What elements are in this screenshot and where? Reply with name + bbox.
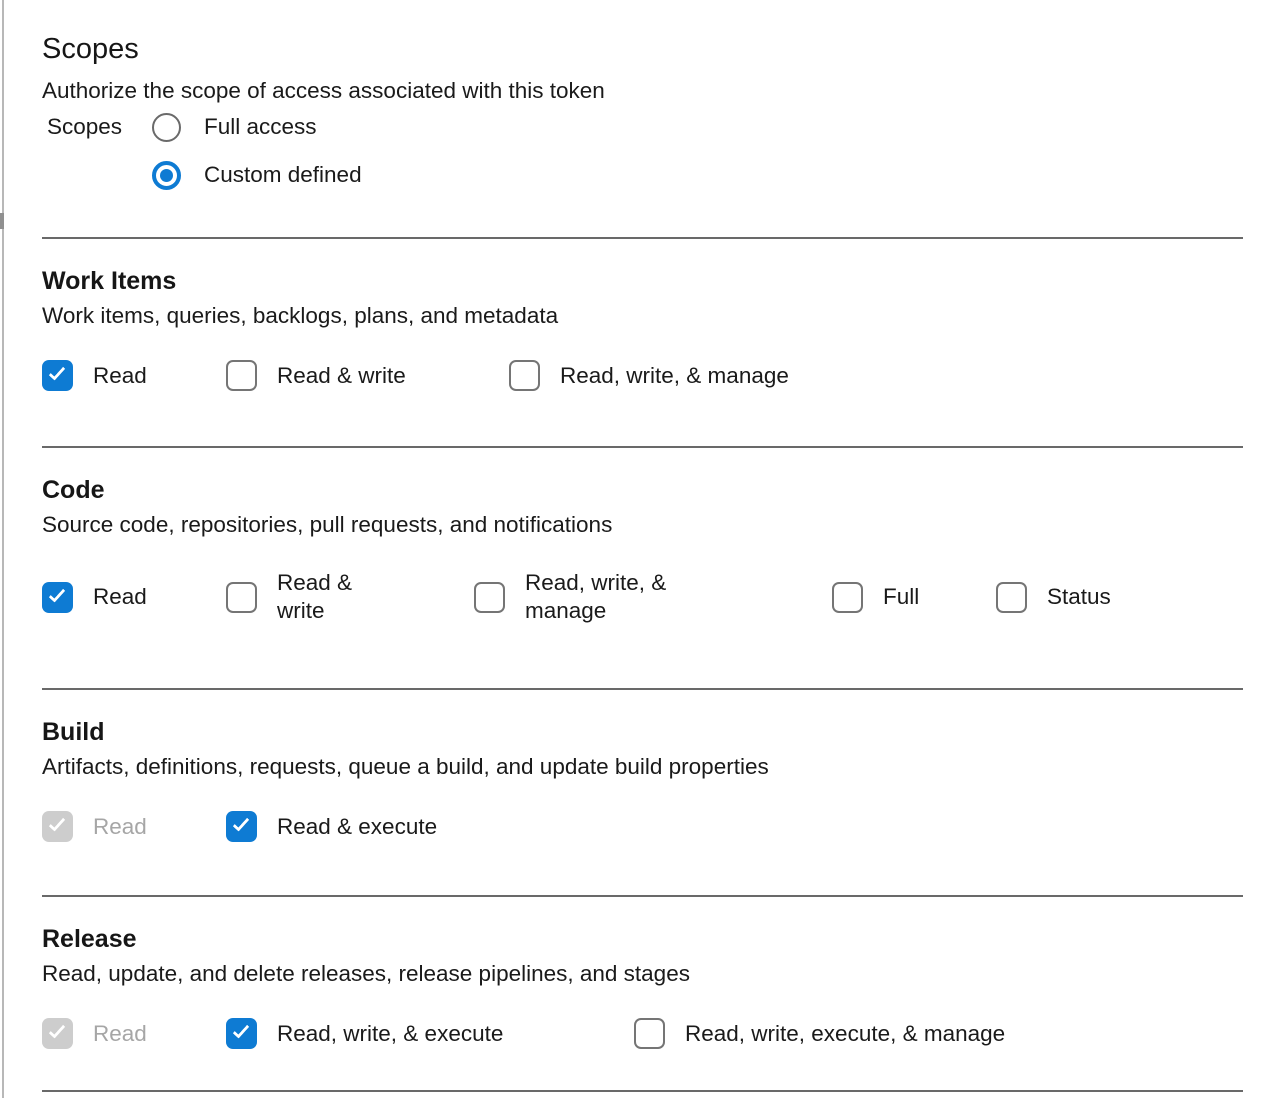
checkbox[interactable] xyxy=(509,360,540,391)
checkbox[interactable] xyxy=(42,360,73,391)
checkbox xyxy=(42,1018,73,1049)
checkbox[interactable] xyxy=(42,581,73,613)
radio-label: Full access xyxy=(204,114,317,139)
checkbox[interactable] xyxy=(226,1018,257,1049)
section-divider xyxy=(42,688,1243,690)
section-divider xyxy=(42,1090,1243,1092)
panel-left-notch xyxy=(0,213,4,229)
checkbox-option-read-write-manage[interactable]: Read, write, & manage xyxy=(509,360,789,391)
checkbox-label: Read & execute xyxy=(277,813,438,839)
options-row: Read Read, write, & execute Read, write,… xyxy=(42,1018,1282,1049)
page-subtitle: Authorize the scope of access associated… xyxy=(42,78,605,103)
checkbox-option-read[interactable]: Read xyxy=(42,360,226,391)
checkbox[interactable] xyxy=(226,581,257,613)
section-title: Code xyxy=(42,476,105,504)
checkbox[interactable] xyxy=(226,811,257,842)
panel-left-border xyxy=(2,0,4,1098)
checkbox-option-read-write[interactable]: Read & write xyxy=(226,569,474,625)
checkbox-option-read-execute[interactable]: Read & execute xyxy=(226,811,437,842)
checkbox-option-read-write[interactable]: Read & write xyxy=(226,360,509,391)
check-icon xyxy=(48,814,66,832)
options-row: Read Read & write Read, write, & manage xyxy=(42,360,1282,391)
scopes-radio-group: Scopes Full access Custom defined xyxy=(42,112,1282,190)
check-icon xyxy=(232,1021,250,1039)
section-description: Read, update, and delete releases, relea… xyxy=(42,961,690,986)
radio-full-access[interactable]: Full access xyxy=(152,112,1282,142)
radio-label: Custom defined xyxy=(204,162,362,187)
radio-button-icon[interactable] xyxy=(152,112,181,142)
section-divider xyxy=(42,237,1243,239)
checkbox-label: Read, write, & execute xyxy=(277,1020,504,1046)
checkbox-label: Read, write, & manage xyxy=(560,362,789,388)
section-description: Artifacts, definitions, requests, queue … xyxy=(42,754,769,779)
checkbox[interactable] xyxy=(996,581,1027,613)
section-title: Release xyxy=(42,925,137,953)
checkbox-option-full[interactable]: Full xyxy=(832,581,996,613)
checkbox-label: Full xyxy=(883,584,920,609)
radio-dot-icon xyxy=(160,168,173,182)
checkbox-option-status[interactable]: Status xyxy=(996,581,1111,613)
radio-custom-defined[interactable]: Custom defined xyxy=(152,160,1282,190)
checkbox-label: Read, write, execute, & manage xyxy=(685,1020,1006,1046)
section-code: Code Source code, repositories, pull req… xyxy=(42,475,1282,688)
section-divider xyxy=(42,895,1243,897)
checkbox-label: Read xyxy=(93,362,147,388)
checkbox[interactable] xyxy=(634,1018,665,1049)
checkbox-label: Read xyxy=(93,813,147,839)
checkbox xyxy=(42,811,73,842)
checkbox-label: Read & write xyxy=(277,570,353,623)
options-row: Read Read & execute xyxy=(42,811,1282,842)
section-release: Release Read, update, and delete release… xyxy=(42,924,1282,1090)
checkbox-option-read-write-manage[interactable]: Read, write, & manage xyxy=(474,569,832,625)
options-row: Read Read & write Read, write, & manage … xyxy=(42,569,1282,625)
check-icon xyxy=(48,363,66,381)
section-divider xyxy=(42,446,1243,448)
radio-button-icon[interactable] xyxy=(152,160,181,190)
section-title: Work Items xyxy=(42,267,177,295)
checkbox-label: Read xyxy=(93,584,147,609)
checkbox-label: Read xyxy=(93,1020,147,1046)
section-build: Build Artifacts, definitions, requests, … xyxy=(42,717,1282,895)
checkbox-label: Read & write xyxy=(277,362,406,388)
checkbox-option-read-disabled: Read xyxy=(42,1018,226,1049)
page-title: Scopes xyxy=(42,33,139,65)
checkbox-label: Read, write, & manage xyxy=(525,570,667,623)
section-description: Source code, repositories, pull requests… xyxy=(42,512,613,537)
section-work-items: Work Items Work items, queries, backlogs… xyxy=(42,266,1282,446)
checkbox-option-read-write-execute[interactable]: Read, write, & execute xyxy=(226,1018,634,1049)
section-title: Build xyxy=(42,718,105,746)
checkbox-option-read-write-execute-manage[interactable]: Read, write, execute, & manage xyxy=(634,1018,1005,1049)
checkbox-option-read[interactable]: Read xyxy=(42,581,226,613)
checkbox[interactable] xyxy=(474,581,505,613)
checkbox[interactable] xyxy=(832,581,863,613)
section-description: Work items, queries, backlogs, plans, an… xyxy=(42,303,559,328)
scopes-field-label: Scopes xyxy=(47,114,123,139)
check-icon xyxy=(232,814,250,832)
check-icon xyxy=(48,584,66,603)
checkbox[interactable] xyxy=(226,360,257,391)
checkbox-option-read-disabled: Read xyxy=(42,811,226,842)
check-icon xyxy=(48,1021,66,1039)
checkbox-label: Status xyxy=(1047,584,1111,609)
